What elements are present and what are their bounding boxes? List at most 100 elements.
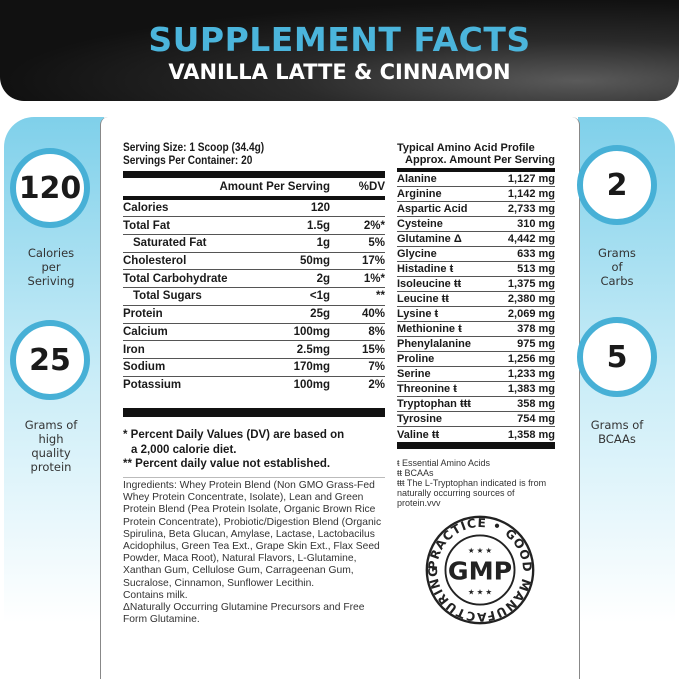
nutrient-name: Potassium (123, 379, 182, 392)
amino-amount: 1,142 mg (507, 188, 555, 200)
footnote: a 2,000 calorie diet. (131, 443, 237, 456)
amino-name: Tyrosine (397, 413, 443, 425)
table-row: Total Sugars <1g ** (123, 288, 385, 306)
amino-name: Isoleucine ŧŧ (397, 278, 462, 290)
nutrient-amount: 50mg (299, 255, 330, 268)
table-header: Amount Per Serving %DV (123, 178, 385, 196)
amino-amount: 975 mg (517, 338, 555, 350)
table-row: Serine 1,233 mg (397, 367, 555, 382)
calories-caption: Calories per Seriving (6, 246, 96, 288)
nutrient-dv: 1%* (363, 272, 385, 285)
amino-subtitle: Approx. Amount Per Serving (405, 154, 555, 166)
table-row: Total Fat 1.5g 2%* (123, 217, 385, 236)
protein-caption: Grams of high quality protein (6, 418, 96, 474)
amino-name: Phenylalanine (397, 338, 471, 350)
nutrient-amount: 120 (310, 202, 330, 215)
nutrient-amount: <1g (309, 290, 330, 303)
bcaa-caption: Grams of BCAAs (572, 418, 662, 446)
footnote: ŧŧŧ The L-Tryptophan indicated is from n… (397, 478, 547, 508)
table-row: Tyrosine 754 mg (397, 412, 555, 427)
amino-name: Arginine (397, 188, 442, 200)
amino-footnotes: ŧ Essential Amino Acids ŧŧ BCAAs ŧŧŧ The… (397, 458, 555, 508)
label-panel (100, 117, 580, 679)
amino-title: Typical Amino Acid Profile (397, 142, 535, 154)
nutrient-dv: 5% (368, 237, 385, 250)
nutrient-amount: 2.5mg (296, 343, 330, 356)
table-row: Proline 1,256 mg (397, 352, 555, 367)
nutrient-dv: 17% (361, 255, 385, 268)
amino-name: Aspartic Acid (397, 203, 468, 215)
amino-amount: 2,733 mg (507, 203, 555, 215)
carbs-caption: Grams of Carbs (572, 246, 662, 288)
nutrient-name: Total Sugars (133, 290, 202, 303)
table-row: Saturated Fat 1g 5% (123, 235, 385, 253)
table-row: Histadine ŧ 513 mg (397, 262, 555, 277)
nutrient-amount: 100mg (293, 325, 330, 338)
nutrient-name: Iron (123, 343, 145, 356)
table-row: Isoleucine ŧŧ 1,375 mg (397, 277, 555, 292)
nutrient-amount: 100mg (293, 379, 330, 392)
amino-amount: 358 mg (517, 398, 555, 410)
table-row: Calories 120 (123, 200, 385, 218)
nutrient-name: Total Carbohydrate (123, 272, 228, 285)
table-row: Calcium 100mg 8% (123, 324, 385, 342)
nutrient-amount: 1.5g (306, 219, 330, 232)
nutrient-amount: 25g (310, 308, 330, 321)
amino-name: Serine (397, 368, 431, 380)
footnote: ŧŧ BCAAs (397, 468, 434, 478)
table-row: Cholesterol 50mg 17% (123, 253, 385, 271)
amino-amount: 1,358 mg (507, 428, 555, 441)
nutrient-name: Saturated Fat (133, 237, 207, 250)
flavor-subtitle: VANILLA LATTE & CINNAMON (168, 60, 511, 84)
table-row: Total Carbohydrate 2g 1%* (123, 270, 385, 289)
footnote: ** Percent daily value not established. (123, 458, 331, 470)
nutrient-amount: 2g (316, 272, 330, 285)
table-row: Phenylalanine 975 mg (397, 337, 555, 352)
table-row: Potassium 100mg 2% (123, 377, 385, 395)
amino-name: Lysine ŧ (397, 308, 439, 320)
amino-name: Tryptophan ŧŧŧ (397, 398, 471, 410)
table-row: Lysine ŧ 2,069 mg (397, 307, 555, 322)
nutrition-facts-table: Serving Size: 1 Scoop (34.4g) Servings P… (123, 142, 385, 418)
nutrient-amount: 1g (316, 237, 330, 250)
servings-per-container: Servings Per Container: 20 (123, 155, 253, 167)
table-row: Sodium 170mg 7% (123, 359, 385, 377)
caption-line: BCAAs (598, 432, 636, 446)
nutrient-dv: 2% (368, 379, 385, 392)
glutamine-note: ΔNaturally Occurring Glutamine Precursor… (123, 602, 365, 626)
star-icon: ★ ★ ★ (468, 546, 492, 555)
amino-name: Methionine ŧ (397, 323, 462, 335)
table-row: Iron 2.5mg 15% (123, 341, 385, 359)
table-row: Valine ŧŧ 1,358 mg (397, 427, 555, 442)
nutrient-dv: 7% (368, 361, 385, 374)
nutrient-dv: 15% (361, 343, 385, 356)
footnote: * Percent Daily Values (DV) are based on (123, 429, 345, 441)
caption-line: Carbs (600, 274, 634, 288)
protein-badge: 25 (10, 320, 90, 400)
table-row: Glutamine Δ 4,442 mg (397, 232, 555, 247)
nutrient-name: Calcium (123, 325, 168, 338)
table-row: Protein 25g 40% (123, 306, 385, 324)
table-row: Arginine 1,142 mg (397, 187, 555, 202)
table-row: Leucine ŧŧ 2,380 mg (397, 292, 555, 307)
gmp-seal-icon: PRACTICE • GOOD MANUFACTURING GMP ★ ★ ★ … (425, 515, 535, 625)
carbs-badge: 2 (577, 145, 657, 225)
caption-line: per (41, 260, 61, 274)
table-row: Aspartic Acid 2,733 mg (397, 202, 555, 217)
table-row: Threonine ŧ 1,383 mg (397, 382, 555, 397)
nutrient-name: Calories (123, 202, 169, 215)
seal-center-text: GMP (448, 556, 512, 585)
ingredients: Ingredients: Whey Protein Blend (Non GMO… (123, 477, 385, 626)
header-banner: SUPPLEMENT FACTS VANILLA LATTE & CINNAMO… (0, 0, 679, 101)
amino-name: Threonine ŧ (397, 383, 457, 395)
amino-amount: 1,375 mg (507, 278, 555, 290)
amino-acid-table: Typical Amino Acid Profile Approx. Amoun… (397, 142, 555, 449)
amino-name: Leucine ŧŧ (397, 293, 449, 305)
caption-line: of (611, 260, 623, 274)
table-row: Glycine 633 mg (397, 247, 555, 262)
table-row: Methionine ŧ 378 mg (397, 322, 555, 337)
dv-footnotes: * Percent Daily Values (DV) are based on… (123, 428, 385, 472)
caption-line: protein (30, 460, 72, 474)
amino-amount: 4,442 mg (507, 233, 555, 245)
star-icon: ★ ★ ★ (468, 587, 492, 596)
